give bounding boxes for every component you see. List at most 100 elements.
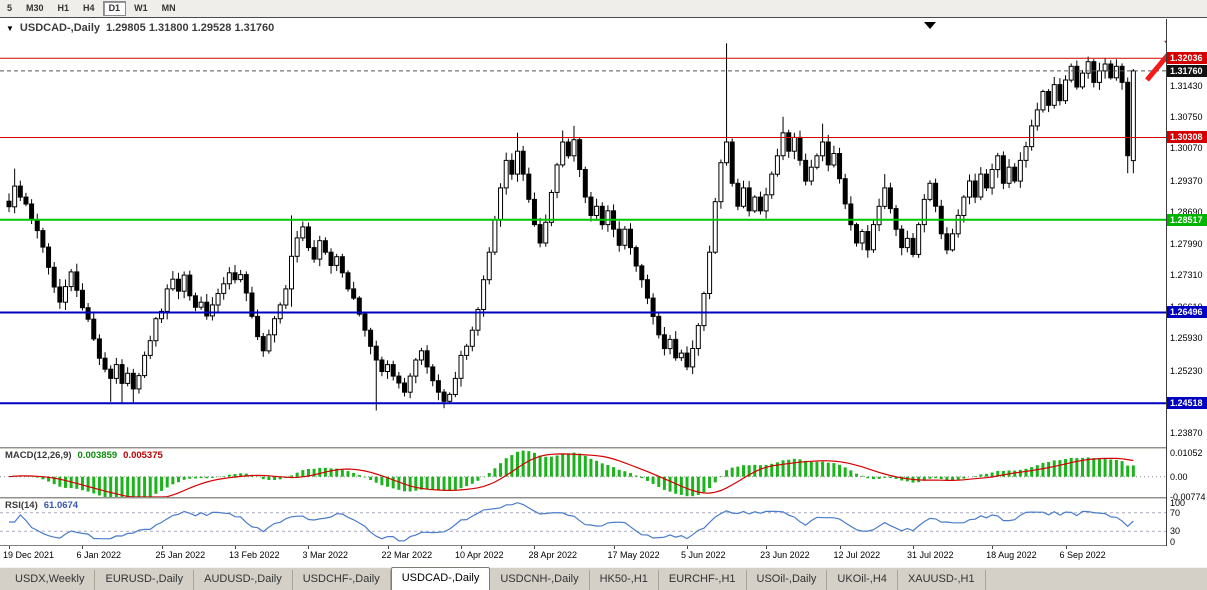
candle	[565, 141, 571, 157]
candle	[328, 251, 334, 266]
candle	[741, 187, 746, 207]
candle	[989, 169, 995, 189]
candle	[774, 155, 780, 175]
time-axis-tick	[387, 546, 389, 549]
candle	[339, 256, 345, 274]
candle	[108, 368, 114, 379]
candle	[757, 196, 763, 212]
candle	[283, 288, 289, 306]
tab-usoil-daily[interactable]: USOil-,Daily	[747, 570, 828, 590]
candle	[46, 246, 52, 268]
tab-eurchf-h1[interactable]: EURCHF-,H1	[659, 570, 747, 590]
candle	[865, 231, 871, 251]
candle	[481, 279, 487, 311]
time-axis-label: 12 Jul 2022	[833, 550, 881, 560]
timeframe-button-mn[interactable]: MN	[156, 1, 182, 16]
candle	[746, 187, 752, 212]
time-axis[interactable]: 19 Dec 2021 6 Jan 2022 25 Jan 2022 13 Feb 2…	[0, 546, 1166, 567]
chart-window: ▼ USDCAD-,Daily 1.29805 1.31800 1.29528 …	[0, 19, 1207, 567]
tab-usdchf-daily[interactable]: USDCHF-,Daily	[293, 570, 391, 590]
candle	[356, 297, 362, 315]
candle	[803, 159, 809, 182]
time-axis-tick	[766, 546, 768, 549]
candle	[142, 354, 148, 377]
price-axis[interactable]: 1.31430 1.30750 1.30070 1.29370 1.28690 1.279…	[1166, 19, 1207, 547]
tab-audusd-daily[interactable]: AUDUSD-,Daily	[194, 570, 293, 590]
candle	[181, 274, 187, 292]
time-axis-tick	[9, 546, 10, 549]
tab-ukoil-h4[interactable]: UKOil-,H4	[827, 570, 898, 590]
candle	[503, 159, 509, 189]
timeframe-button-w1[interactable]: W1	[128, 1, 154, 16]
macd-axis-label: 0.01052	[1170, 448, 1203, 458]
tab-usdcad-daily[interactable]: USDCAD-,Daily	[390, 567, 491, 590]
candle	[1074, 65, 1080, 88]
candle	[418, 350, 424, 361]
macd-panel-chart[interactable]	[0, 449, 1166, 497]
candlestick-chart[interactable]	[0, 19, 1166, 447]
candle	[272, 318, 278, 336]
tab-hk50-h1[interactable]: HK50-,H1	[590, 570, 659, 590]
chart-dropdown-icon[interactable]: ▼	[6, 23, 14, 33]
candle	[910, 237, 916, 255]
timeframe-button-5[interactable]: 5	[1, 1, 18, 16]
time-axis-label: 25 Jan 2022	[155, 550, 206, 560]
tab-xauusd-h1[interactable]: XAUUSD-,H1	[898, 570, 986, 590]
candle	[486, 251, 492, 281]
time-axis-label: 10 Apr 2022	[455, 550, 504, 560]
candle	[927, 182, 933, 200]
tab-usdcnh-daily[interactable]: USDCNH-,Daily	[490, 570, 590, 590]
candle	[656, 315, 662, 336]
candle	[571, 139, 577, 157]
candle	[944, 233, 950, 251]
candle	[113, 364, 119, 379]
candle	[661, 334, 667, 350]
rsi-name: RSI(14)	[5, 500, 38, 511]
candle	[1040, 91, 1046, 111]
rsi-panel-chart[interactable]	[0, 499, 1166, 545]
macd-histogram	[13, 450, 1135, 497]
price-tick-label: 1.27310	[1170, 270, 1203, 281]
tab-eurusd-daily[interactable]: EURUSD-,Daily	[95, 570, 195, 590]
candle	[164, 288, 170, 312]
candle	[560, 141, 566, 166]
timeframe-toolbar: 5 M30 H1 H4 D1 W1 MN	[0, 0, 1207, 18]
candle	[1012, 166, 1018, 182]
candle	[531, 198, 537, 226]
tab-usdx-weekly[interactable]: USDX,Weekly	[5, 570, 96, 590]
time-axis-label: 3 Mar 2022	[302, 550, 348, 560]
candle	[622, 228, 628, 246]
candle	[808, 166, 814, 182]
trend-arrow-annotation[interactable]	[1145, 36, 1166, 82]
timeframe-button-h4[interactable]: H4	[77, 1, 101, 16]
macd-label: MACD(12,26,9) 0.003859 0.005375	[5, 450, 163, 461]
timeframe-button-h1[interactable]: H1	[52, 1, 76, 16]
candle	[995, 155, 1001, 171]
candle	[967, 180, 972, 198]
candle	[825, 141, 831, 166]
panel-splitter[interactable]	[0, 497, 1207, 499]
timeframe-button-d1[interactable]: D1	[102, 1, 127, 16]
candle	[119, 364, 125, 384]
candle	[96, 338, 102, 359]
panel-splitter[interactable]	[0, 447, 1207, 449]
level-price-label: 1.24518	[1167, 397, 1207, 410]
candle	[79, 289, 85, 309]
candle	[176, 278, 181, 292]
rsi-axis-label: 0	[1170, 537, 1176, 547]
candle	[537, 224, 543, 244]
timeframe-button-m30[interactable]: M30	[20, 1, 50, 16]
candle	[520, 150, 526, 175]
candle	[492, 219, 498, 253]
candle	[1063, 79, 1069, 102]
candle	[249, 292, 255, 317]
candle	[628, 228, 633, 249]
time-axis-tick	[992, 546, 994, 549]
time-axis-label: 18 Aug 2022	[986, 550, 1037, 560]
price-tick-label: 1.29370	[1170, 175, 1203, 186]
candle	[430, 366, 436, 382]
time-axis-label: 6 Jan 2022	[76, 550, 121, 560]
time-axis-tick	[534, 546, 536, 549]
candle	[769, 173, 775, 196]
time-axis-tick	[308, 546, 310, 549]
